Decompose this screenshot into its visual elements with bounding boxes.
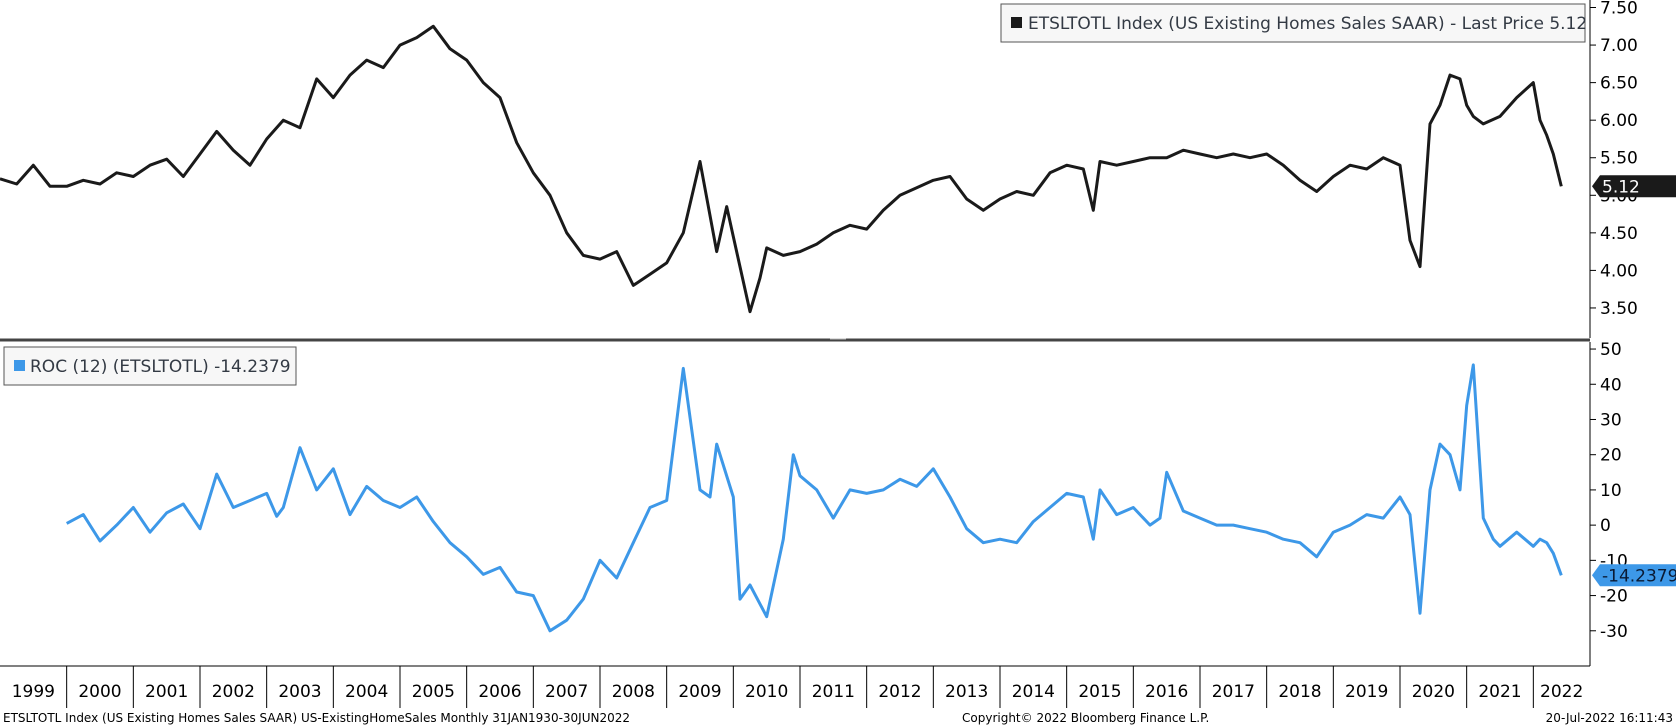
roc-y-tick-label: 50 — [1600, 340, 1622, 360]
x-year-label: 2010 — [745, 682, 788, 702]
roc-y-tick-label: 10 — [1600, 481, 1622, 501]
roc-tag-label: -14.2379 — [1602, 566, 1676, 586]
roc-y-tick-label: 20 — [1600, 446, 1622, 466]
price-y-tick-label: 5.50 — [1600, 149, 1638, 169]
price-y-tick-label: 6.50 — [1600, 74, 1638, 94]
roc-y-tick-label: 40 — [1600, 375, 1622, 395]
roc-tag-shape — [1592, 564, 1676, 587]
x-year-label: 2022 — [1540, 682, 1583, 702]
x-year-label: 2015 — [1078, 682, 1121, 702]
x-year-label: 2008 — [612, 682, 655, 702]
roc-y-tick-label: -30 — [1600, 622, 1628, 642]
x-year-label: 2001 — [145, 682, 188, 702]
roc-legend: ROC (12) (ETSLTOTL) -14.2379 — [3, 346, 297, 386]
x-year-label: 2011 — [812, 682, 855, 702]
x-year-label: 2020 — [1412, 682, 1455, 702]
footer-description: ETSLTOTL Index (US Existing Homes Sales … — [3, 711, 630, 725]
price-tag-shape — [1592, 175, 1676, 198]
roc-y-tick-label: 30 — [1600, 410, 1622, 430]
price-series-line — [0, 24, 1563, 314]
x-year-label: 2002 — [212, 682, 255, 702]
x-year-label: 2016 — [1145, 682, 1188, 702]
price-legend-label: ETSLTOTL Index (US Existing Homes Sales … — [1028, 14, 1587, 34]
x-year-label: 2009 — [678, 682, 721, 702]
x-year-label: 2000 — [78, 682, 121, 702]
roc-y-tick-label: 0 — [1600, 516, 1611, 536]
price-legend: ETSLTOTL Index (US Existing Homes Sales … — [1000, 3, 1587, 43]
x-year-label: 1999 — [12, 682, 55, 702]
roc-legend-label: ROC (12) (ETSLTOTL) -14.2379 — [30, 357, 291, 377]
price-last-value-tag: 5.12 — [1592, 175, 1676, 198]
x-year-label: 2007 — [545, 682, 588, 702]
x-year-label: 2013 — [945, 682, 988, 702]
x-year-label: 2019 — [1345, 682, 1388, 702]
x-year-label: 2003 — [278, 682, 321, 702]
price-y-tick-label: 4.50 — [1600, 224, 1638, 244]
x-year-label: 2018 — [1278, 682, 1321, 702]
price-y-tick-label: 7.50 — [1600, 0, 1638, 19]
footer-timestamp: 20-Jul-2022 16:11:43 — [1546, 711, 1673, 725]
price-y-tick-label: 6.00 — [1600, 111, 1638, 131]
price-tag-label: 5.12 — [1602, 177, 1640, 197]
price-y-tick-label: 4.00 — [1600, 261, 1638, 281]
x-year-label: 2012 — [878, 682, 921, 702]
roc-series-line — [65, 363, 1563, 633]
price-legend-swatch-icon — [1011, 17, 1022, 28]
footer-copyright: Copyright© 2022 Bloomberg Finance L.P. — [962, 711, 1209, 725]
x-year-label: 2006 — [478, 682, 521, 702]
x-year-label: 2005 — [412, 682, 455, 702]
roc-y-tick-label: -20 — [1600, 587, 1628, 607]
x-axis: 1999 2000 2001 2002 2003 2004 2005 2006 2007 2008… — [0, 665, 1590, 708]
roc-last-value-tag: -14.2379 — [1592, 564, 1676, 587]
x-year-label: 2017 — [1212, 682, 1255, 702]
price-y-tick-label: 3.50 — [1600, 299, 1638, 319]
roc-legend-swatch-icon — [14, 360, 25, 371]
x-year-label: 2004 — [345, 682, 388, 702]
x-year-label: 2021 — [1478, 682, 1521, 702]
x-year-label: 2014 — [1012, 682, 1055, 702]
price-y-tick-label: 7.00 — [1600, 36, 1638, 56]
